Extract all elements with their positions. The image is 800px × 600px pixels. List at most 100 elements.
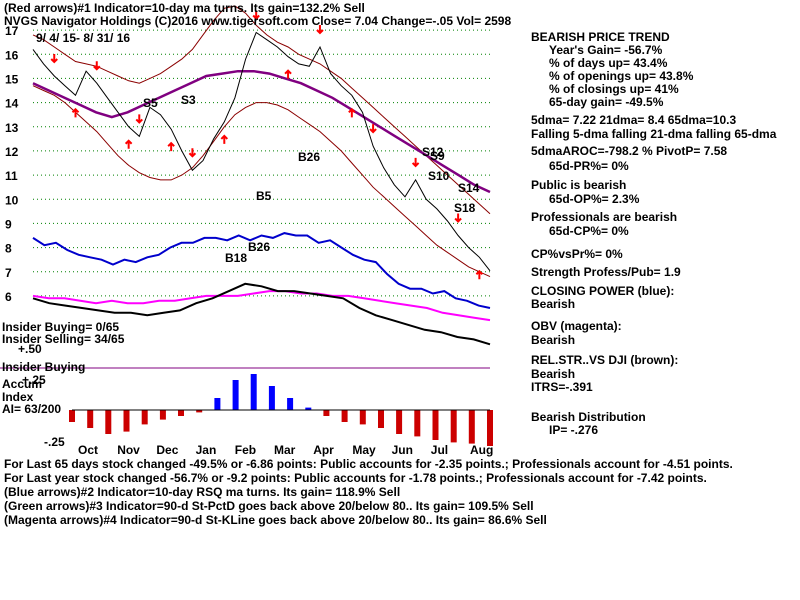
- buy-arrow: [220, 134, 229, 144]
- accum-bar: [196, 410, 203, 413]
- insider-selling: Insider Selling= 34/65: [2, 332, 125, 346]
- price-bands: [32, 5, 491, 278]
- x-tick-oct: Oct: [78, 443, 98, 457]
- stat-relstr: REL.STR..VS DJI (brown):: [531, 353, 679, 367]
- stat-aroc: 5dmaAROC=-798.2 % PivotP= 7.58: [531, 144, 728, 158]
- accum-bar: [305, 407, 312, 410]
- accum-bar: [141, 410, 148, 425]
- x-tick-dec: Dec: [156, 443, 178, 457]
- relstr-line: [32, 282, 491, 346]
- stat-strength: Strength Profess/Pub= 1.9: [531, 265, 681, 279]
- signal-label-s10: S10: [428, 169, 450, 183]
- signal-label-s18: S18: [454, 201, 476, 215]
- x-tick-mar: Mar: [274, 443, 296, 457]
- y-tick-9: 9: [5, 217, 12, 231]
- buy-arrow: [124, 139, 133, 149]
- accum-bar: [432, 410, 439, 440]
- sell-arrow: [411, 157, 420, 168]
- stat-year-gain: Year's Gain= -56.7%: [549, 43, 663, 57]
- footer-magenta-arrows: (Magenta arrows)#4 Indicator=90-d St-KLi…: [4, 513, 547, 527]
- lower-band-line: [32, 85, 491, 278]
- obv-line: [32, 290, 491, 322]
- buy-arrow: [71, 107, 80, 118]
- insider-buying: Insider Buying= 0/65: [2, 320, 120, 334]
- y-tick-12: 12: [5, 145, 19, 159]
- stat-ip: IP= -.276: [549, 423, 599, 437]
- accum-bar: [123, 410, 130, 432]
- signal-arrows: [50, 10, 484, 280]
- y-tick-6: 6: [5, 290, 12, 304]
- stock-title: NVGS Navigator Holdings (C)2016 www.tige…: [4, 14, 512, 28]
- stat-dma: 5dma= 7.22 21dma= 8.4 65dma=10.3: [531, 113, 737, 127]
- y-tick-7: 7: [5, 266, 12, 280]
- signal-label-b26: B26: [248, 240, 270, 254]
- accum-plus25: +.25: [22, 373, 46, 387]
- footer-line-year: For Last year stock changed -56.7% or -9…: [4, 471, 707, 485]
- sell-arrow: [454, 213, 462, 223]
- y-tick-10: 10: [5, 193, 19, 207]
- footer-blue-arrows: (Blue arrows)#2 Indicator=10-day RSQ ma …: [4, 485, 401, 499]
- footer-green-arrows: (Green arrows)#3 Indicator=90-d St-PctD …: [4, 499, 534, 513]
- indicator-title: (Red arrows)#1 Indicator=10-day ma turns…: [4, 1, 365, 15]
- stat-cp: 65d-CP%= 0%: [549, 224, 629, 238]
- buy-arrow: [167, 141, 175, 152]
- x-tick-may: May: [352, 443, 376, 457]
- ai-label: AI= 63/200: [2, 402, 62, 416]
- stat-professionals: Professionals are bearish: [531, 210, 678, 224]
- index-label: Index: [2, 390, 34, 404]
- accum-bar: [323, 410, 330, 416]
- stat-itrs: ITRS=-.391: [531, 380, 593, 394]
- sell-arrow: [369, 124, 377, 134]
- stat-cp-vs-pr: CP%vsPr%= 0%: [531, 247, 623, 261]
- x-tick-jun: Jun: [392, 443, 413, 457]
- accum-bar: [268, 386, 275, 410]
- sell-arrow: [188, 148, 197, 158]
- x-tick-jul: Jul: [431, 443, 448, 457]
- accum-bar: [450, 410, 457, 443]
- accum-bar: [178, 410, 184, 416]
- y-tick-13: 13: [5, 121, 19, 135]
- stat-closings-up: % of closings up= 41%: [549, 82, 679, 96]
- signal-label-s9: S9: [430, 149, 445, 163]
- x-tick-aug: Aug: [470, 443, 493, 457]
- accum-bar: [87, 410, 94, 428]
- accum-bar: [468, 410, 475, 444]
- buy-arrow: [284, 69, 292, 79]
- stat-65day-gain: 65-day gain= -49.5%: [549, 95, 664, 109]
- date-range: 9/ 4/ 15- 8/ 31/ 16: [36, 31, 131, 45]
- accum-bar: [159, 410, 166, 420]
- signal-label-b26: B26: [298, 150, 320, 164]
- accum-label: Accum: [2, 377, 43, 391]
- accum-bar: [105, 410, 112, 434]
- upper-band-line: [32, 5, 491, 215]
- y-tick-17: 17: [5, 24, 19, 38]
- accum-bar: [378, 410, 384, 428]
- indicator-lines: [32, 31, 491, 346]
- price-gridlines: [0, 29, 490, 369]
- y-tick-14: 14: [5, 97, 19, 111]
- signal-label-s5: S5: [143, 96, 158, 110]
- stat-closing-power: CLOSING POWER (blue):: [531, 284, 675, 298]
- accum-bar: [232, 380, 239, 410]
- accum-minus25: -.25: [44, 435, 65, 449]
- stat-closing-power-value: Bearish: [531, 297, 576, 311]
- buy-arrow: [475, 269, 484, 280]
- signal-label-s12: S12: [422, 145, 444, 159]
- stat-op: 65d-OP%= 2.3%: [549, 192, 640, 206]
- accum-bar: [287, 398, 294, 410]
- sell-arrow: [316, 25, 324, 35]
- signal-label-b5: B5: [256, 189, 272, 203]
- accum-bar: [414, 410, 421, 437]
- stat-obv-value: Bearish: [531, 333, 576, 347]
- accum-plus50: +.50: [18, 342, 42, 356]
- stat-public: Public is bearish: [531, 178, 627, 192]
- footer-line-65day: For Last 65 days stock changed -49.5% or…: [4, 457, 733, 471]
- stat-days-up: % of days up= 43.4%: [549, 56, 668, 70]
- signal-label-b18: B18: [225, 251, 247, 265]
- signal-label-s3: S3: [181, 93, 196, 107]
- stat-obv: OBV (magenta):: [531, 319, 622, 333]
- y-tick-15: 15: [5, 72, 19, 86]
- stat-pr: 65d-PR%= 0%: [549, 159, 629, 173]
